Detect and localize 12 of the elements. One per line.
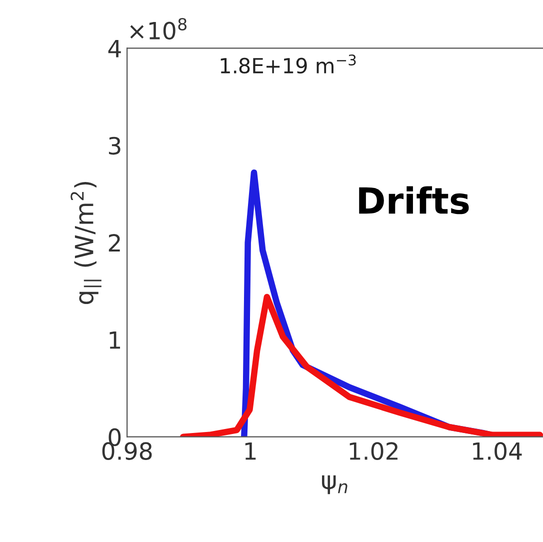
x-tick-label: 1.02 — [350, 442, 398, 460]
x-tick-label: 1 — [245, 442, 256, 460]
x-axis-title: ψ$_{n}$ — [322, 475, 348, 494]
annotation: 1.8E+19 m$^{−3}$ — [220, 54, 356, 74]
y-tick-label: 3 — [108, 136, 120, 155]
y-tick-label: 2 — [108, 234, 120, 252]
text: ×10$^{8}$ — [130, 18, 186, 40]
x-tick-label: 1.04 — [473, 442, 522, 460]
y-axis-title: q$_{||}$ (W/m$^{2}$) — [70, 182, 102, 304]
annotation: Drifts — [359, 186, 469, 214]
y-tick-label: 4 — [108, 40, 121, 58]
y-tick-label: 1 — [110, 331, 120, 349]
